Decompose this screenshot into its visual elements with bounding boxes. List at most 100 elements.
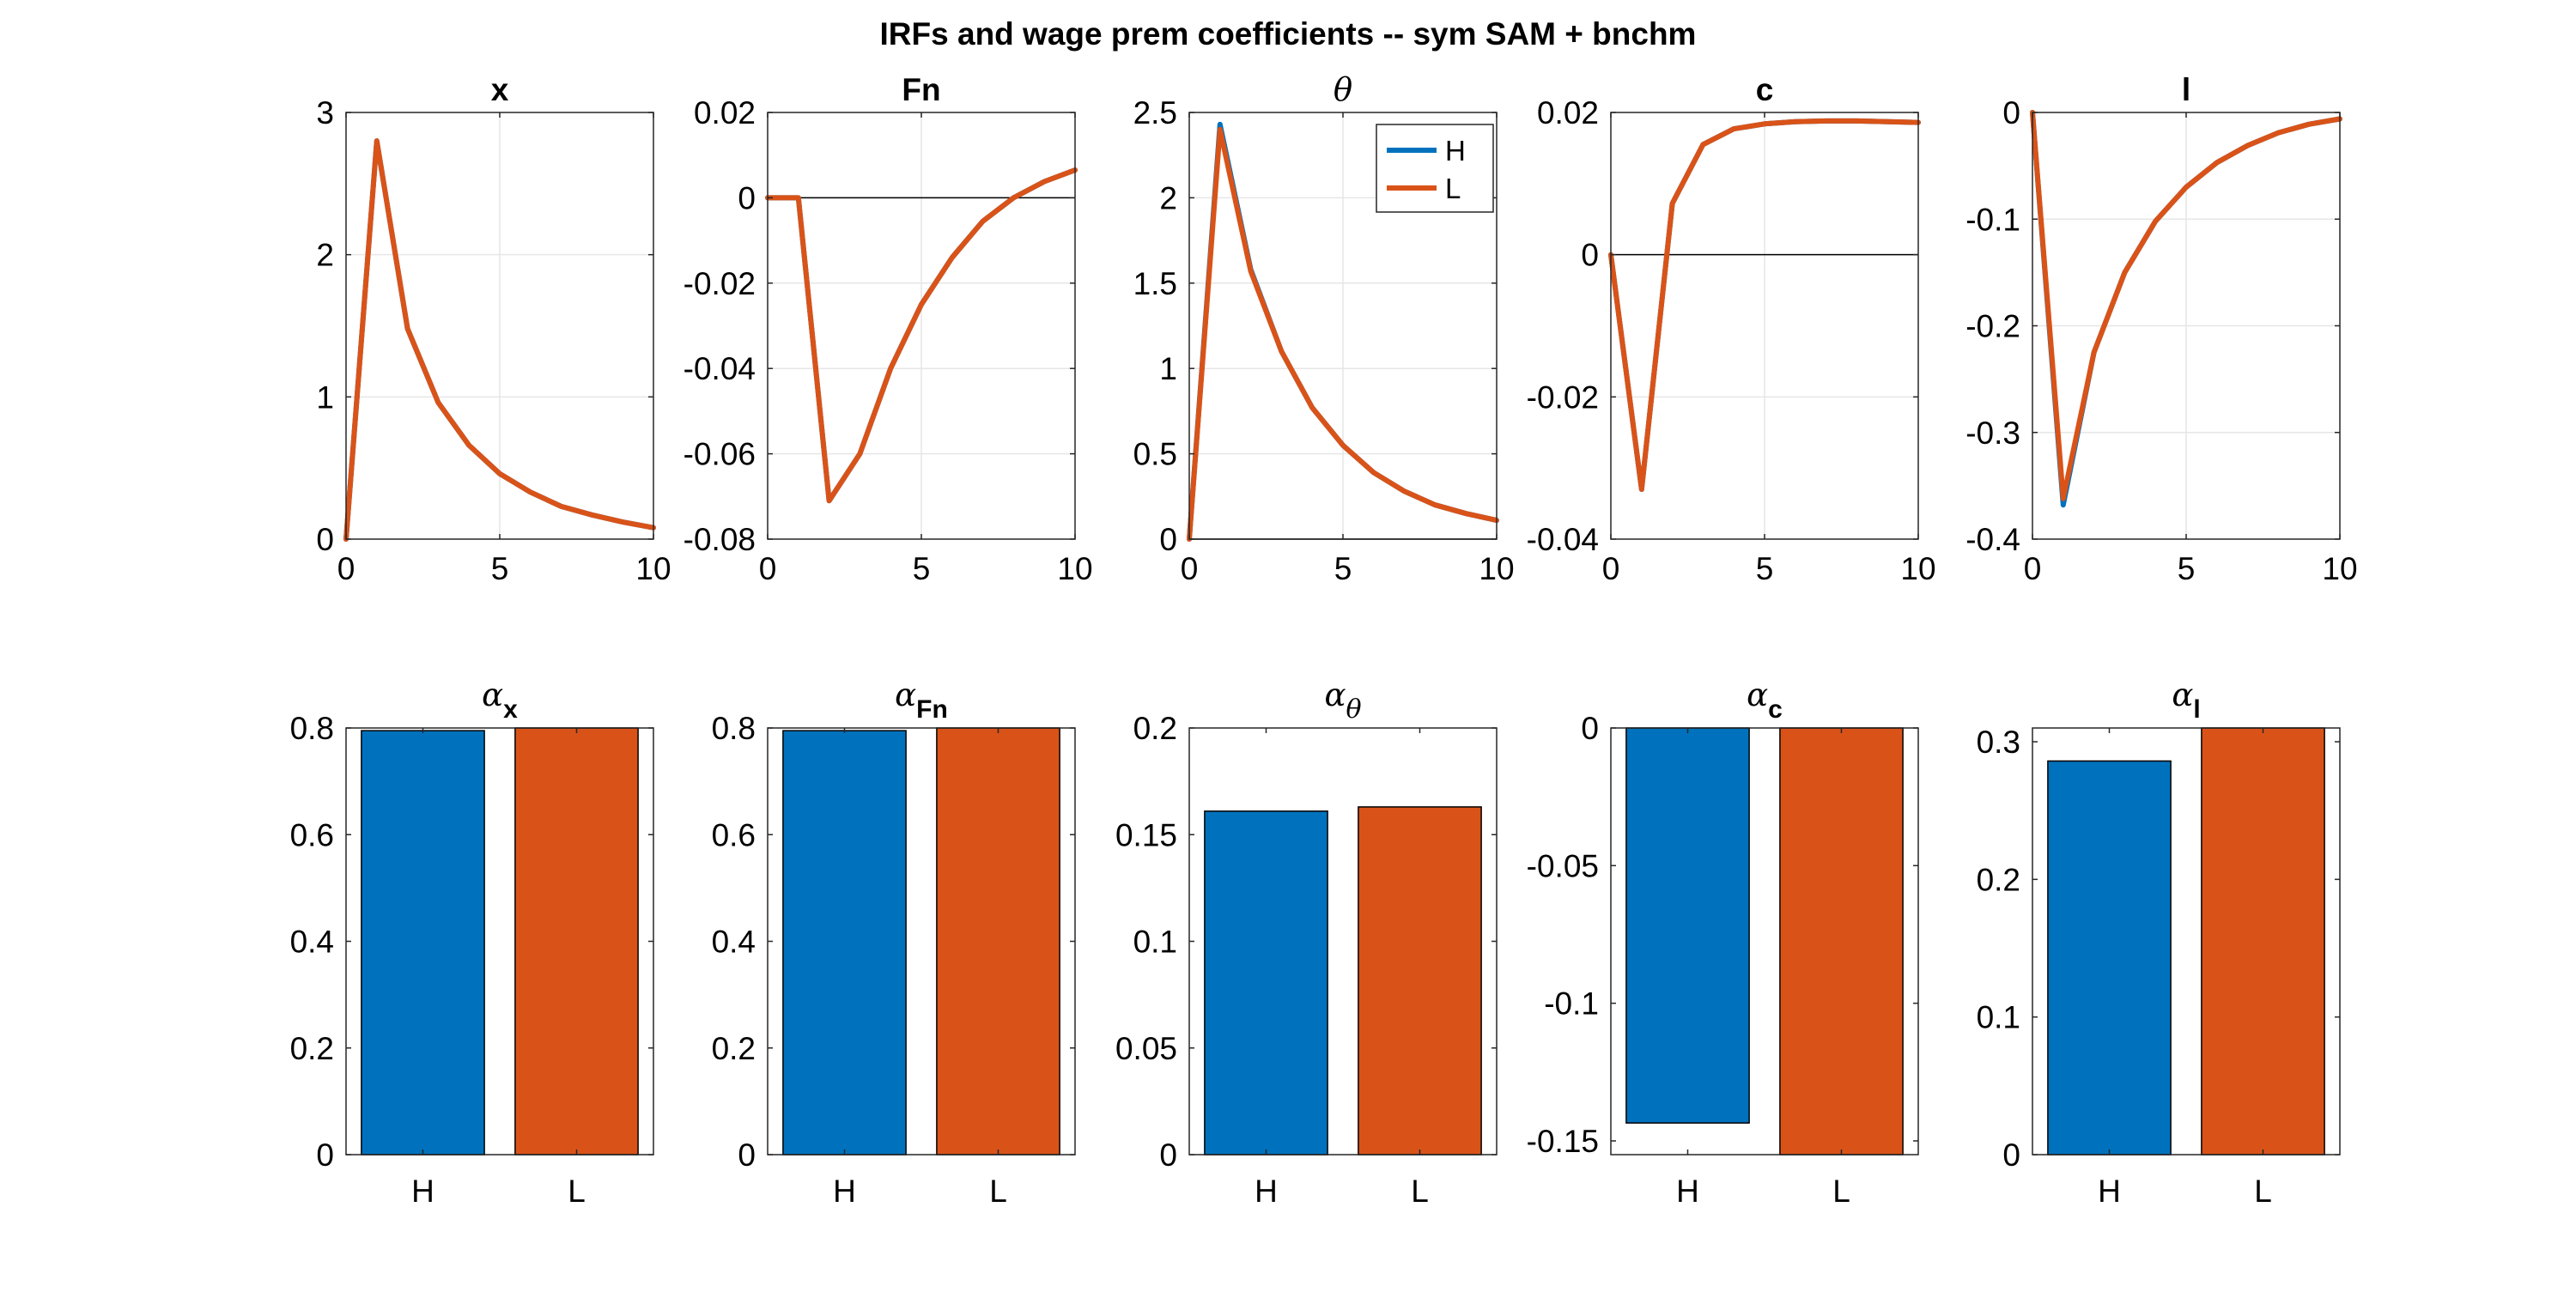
x-tick-label: 0 xyxy=(337,551,355,586)
y-tick-label: 0 xyxy=(2002,95,2020,130)
panel-title: αc xyxy=(1747,676,1783,724)
y-tick-label: 0.05 xyxy=(1115,1031,1177,1066)
x-tick-label: 0 xyxy=(759,551,777,586)
bar-H xyxy=(2047,760,2172,1156)
y-tick-label: 0.8 xyxy=(712,711,756,746)
y-tick-label: -0.4 xyxy=(1965,522,2020,557)
bar-L xyxy=(514,727,639,1156)
x-tick-label: H xyxy=(411,1174,434,1209)
bar-H xyxy=(1625,727,1750,1124)
title-subscript: Fn xyxy=(916,695,948,724)
y-tick-label: -0.15 xyxy=(1527,1124,1599,1159)
y-tick-label: 2.5 xyxy=(1133,95,1177,130)
series-line-L xyxy=(2030,110,2342,501)
y-tick-label: -0.06 xyxy=(683,437,756,472)
y-tick-label: 0.15 xyxy=(1115,817,1177,852)
y-tick-label: 0.4 xyxy=(290,925,334,960)
y-tick-label: 0.6 xyxy=(712,817,756,852)
bar-H xyxy=(1204,810,1328,1156)
title-subscript: x xyxy=(503,695,518,724)
panel-10: H L 0 0.1 0.2 0.3 αl xyxy=(1977,676,2341,1209)
panel-4: 0 5 10 -0.04 -0.02 0 0.02 c xyxy=(1527,72,1936,586)
x-tick-label: L xyxy=(1832,1174,1850,1209)
y-tick-label: 0.4 xyxy=(712,925,756,960)
bar-L xyxy=(1358,806,1482,1156)
x-tick-label: H xyxy=(1255,1174,1278,1209)
x-tick-label: 10 xyxy=(635,551,671,586)
y-tick-label: 0.2 xyxy=(712,1031,756,1066)
y-tick-label: 0.2 xyxy=(290,1031,334,1066)
y-tick-label: 0.3 xyxy=(1977,725,2020,760)
legend-label-L: L xyxy=(1445,173,1461,204)
y-tick-label: -0.1 xyxy=(1965,202,2020,237)
y-tick-label: 1.5 xyxy=(1133,266,1177,301)
y-tick-label: -0.02 xyxy=(1527,379,1599,415)
y-tick-label: 2 xyxy=(316,238,334,273)
y-tick-label: 0 xyxy=(2002,1137,2020,1173)
panel-title: l xyxy=(2182,72,2190,107)
x-tick-label: L xyxy=(1411,1174,1429,1209)
panel-6: H L 0 0.2 0.4 0.6 0.8 αx xyxy=(290,676,654,1209)
series-line-L xyxy=(1608,118,1921,492)
y-tick-label: 0 xyxy=(1159,522,1177,557)
y-tick-label: 0.5 xyxy=(1133,437,1177,472)
y-tick-label: -0.2 xyxy=(1965,309,2020,344)
panel-title: αFn xyxy=(895,676,948,724)
y-tick-label: 0.2 xyxy=(1133,711,1177,746)
x-tick-label: 5 xyxy=(1334,551,1352,586)
panel-title: αx xyxy=(482,676,518,724)
y-tick-label: -0.02 xyxy=(683,266,756,301)
panel-title: x xyxy=(491,72,509,107)
title-subscript: l xyxy=(2193,695,2200,724)
y-tick-label: 0 xyxy=(316,1137,334,1173)
x-tick-label: L xyxy=(568,1174,586,1209)
y-tick-label: 3 xyxy=(316,95,334,130)
y-tick-label: 0 xyxy=(1159,1137,1177,1173)
figure-title: IRFs and wage prem coefficients -- sym S… xyxy=(880,16,1697,52)
y-tick-label: 0.6 xyxy=(290,817,334,852)
panel-2: 0 5 10 -0.08 -0.06 -0.04 -0.02 0 0.02 Fn xyxy=(683,72,1093,586)
axes-box xyxy=(1610,727,1919,1156)
y-tick-label: 1 xyxy=(316,379,334,415)
title-alpha: α xyxy=(1747,676,1768,713)
x-tick-label: L xyxy=(989,1174,1007,1209)
y-tick-label: 0.1 xyxy=(1133,925,1177,960)
x-tick-label: H xyxy=(833,1174,856,1209)
y-tick-label: 0 xyxy=(1581,238,1599,273)
series-line-L xyxy=(765,167,1078,504)
title-alpha: α xyxy=(2172,676,2193,713)
series-line-L xyxy=(1187,126,1499,542)
panel-title: c xyxy=(1756,72,1774,107)
y-tick-label: 0.1 xyxy=(1977,1000,2020,1035)
title-alpha: α xyxy=(895,676,916,713)
y-tick-label: 0.02 xyxy=(1537,95,1599,130)
x-tick-label: 10 xyxy=(1479,551,1514,586)
x-tick-label: H xyxy=(1676,1174,1699,1209)
title-alpha: α xyxy=(482,676,503,713)
y-tick-label: 0 xyxy=(738,1137,756,1173)
title-subscript: θ xyxy=(1346,695,1361,725)
panel-title: αl xyxy=(2172,676,2200,724)
axes-box xyxy=(2032,727,2341,1156)
x-tick-label: 0 xyxy=(1602,551,1620,586)
y-tick-label: -0.3 xyxy=(1965,416,2020,451)
y-tick-label: 0 xyxy=(316,522,334,557)
x-tick-label: 0 xyxy=(2024,551,2042,586)
x-tick-label: H xyxy=(2098,1174,2121,1209)
panel-3: 0 5 10 0 0.5 1 1.5 2 2.5 θ HL xyxy=(1133,71,1515,586)
y-tick-label: -0.1 xyxy=(1544,986,1599,1022)
y-tick-label: -0.04 xyxy=(1527,522,1599,557)
y-tick-label: 0.2 xyxy=(1977,862,2020,897)
x-tick-label: 5 xyxy=(913,551,931,586)
bar-H xyxy=(361,730,485,1156)
x-tick-label: 5 xyxy=(1756,551,1774,586)
y-tick-label: -0.08 xyxy=(683,522,756,557)
panel-5: 0 5 10 -0.4 -0.3 -0.2 -0.1 0 l xyxy=(1965,72,2357,586)
panel-1: 0 5 10 0 1 2 3 x xyxy=(316,72,671,586)
y-tick-label: 2 xyxy=(1159,180,1177,215)
panel-title: αθ xyxy=(1324,676,1361,725)
panel-title: Fn xyxy=(902,72,940,107)
panel-7: H L 0 0.2 0.4 0.6 0.8 αFn xyxy=(712,676,1076,1209)
x-tick-label: 5 xyxy=(491,551,509,586)
